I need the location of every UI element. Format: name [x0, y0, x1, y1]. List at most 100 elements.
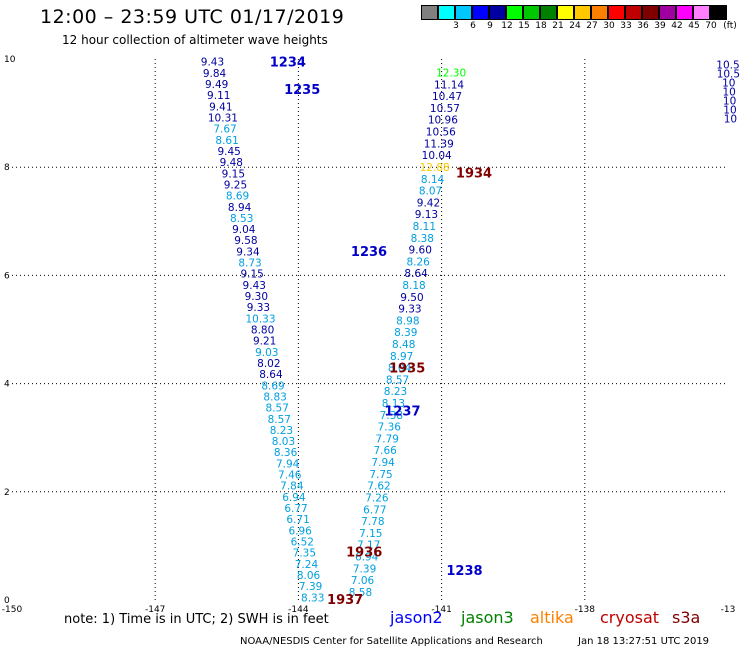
legend-swatch — [489, 5, 506, 20]
wave-height-label: 8.23 — [384, 386, 407, 398]
wave-height-label: 7.78 — [361, 516, 384, 528]
wave-height-label: 8.64 — [259, 369, 283, 381]
y-tick-label: 2 — [4, 488, 10, 498]
wave-height-label: 9.30 — [245, 291, 268, 303]
wave-height-label: 7.35 — [293, 548, 316, 560]
y-tick-label: 6 — [4, 271, 10, 281]
satellite-name: s3a — [672, 608, 701, 627]
legend-swatch — [642, 5, 659, 20]
wave-height-label: 8.61 — [215, 135, 238, 147]
wave-height-label: 9.33 — [398, 304, 421, 316]
legend-swatch — [455, 5, 472, 20]
wave-height-label: 10.56 — [426, 127, 456, 139]
wave-height-label: 8.57 — [386, 374, 409, 386]
wave-height-label: 8.53 — [230, 213, 253, 225]
legend-swatch — [540, 5, 557, 20]
wave-height-label: 12.88 — [420, 162, 450, 174]
wave-height-label: 7.17 — [357, 540, 380, 552]
wave-height-label: 8.69 — [226, 191, 249, 203]
wave-height-label: 10.04 — [422, 150, 452, 162]
wave-height-label: 6.77 — [363, 504, 386, 516]
wave-height-label: 8.64 — [404, 268, 428, 280]
legend-label: 70 — [705, 21, 717, 31]
legend-swatch — [574, 5, 591, 20]
wave-height-label: 9.21 — [253, 336, 276, 348]
pass-time-label: 1935 — [389, 361, 425, 376]
legend-swatch — [659, 5, 676, 20]
x-tick-label: -141 — [431, 605, 451, 615]
wave-height-label: 9.58 — [234, 235, 257, 247]
wave-height-label: 7.75 — [369, 469, 392, 481]
wave-height-label: 8.39 — [394, 327, 417, 339]
legend-label: 39 — [654, 21, 666, 31]
wave-height-label: 8.73 — [238, 258, 261, 270]
legend-label: 27 — [586, 21, 598, 31]
wave-height-label: 7.39 — [353, 563, 376, 575]
wave-height-label: 7.36 — [378, 422, 402, 434]
wave-height-label: 9.43 — [201, 57, 224, 69]
wave-height-label: 8.80 — [251, 325, 274, 337]
wave-height-label: 7.84 — [280, 481, 304, 493]
wave-height-label: 10.5 — [717, 68, 740, 80]
wave-height-label: 9.04 — [232, 224, 256, 236]
legend-swatch — [693, 5, 710, 20]
wave-height-label: 10 — [723, 95, 736, 107]
wave-height-label: 9.13 — [415, 209, 438, 221]
wave-height-label: 9.50 — [400, 292, 423, 304]
wave-height-label: 8.94 — [228, 202, 252, 214]
legend-label: 6 — [470, 21, 476, 31]
wave-height-label: 10 — [722, 77, 735, 89]
wave-height-label: 9.25 — [224, 179, 247, 191]
wave-height-label: 7.26 — [365, 492, 389, 504]
wave-height-label: 8.14 — [421, 174, 445, 186]
wave-height-label: 8.69 — [261, 380, 284, 392]
pass-time-label: 1236 — [351, 245, 387, 260]
footer-note: note: 1) Time is in UTC; 2) SWH is in fe… — [64, 612, 329, 627]
wave-height-label: 8.13 — [382, 398, 405, 410]
legend-swatch — [608, 5, 625, 20]
wave-height-label: 10 — [724, 114, 737, 126]
wave-height-label: 8.83 — [263, 391, 286, 403]
wave-height-label: 8.57 — [268, 414, 291, 426]
wave-height-label: 10 — [723, 104, 736, 116]
legend-label: 36 — [637, 21, 649, 31]
wave-height-label: 9.41 — [209, 101, 232, 113]
legend-label: 15 — [518, 21, 530, 31]
legend-label: 18 — [535, 21, 547, 31]
wave-height-label: 10.96 — [428, 115, 458, 127]
wave-height-label: 7.67 — [213, 124, 236, 136]
wave-height-label: 8.48 — [392, 339, 415, 351]
wave-height-label: 11.39 — [424, 138, 454, 150]
legend-swatch — [625, 5, 642, 20]
wave-height-label: 9.60 — [409, 245, 432, 257]
legend-label: 42 — [671, 21, 683, 31]
pass-time-label: 1237 — [384, 405, 420, 420]
satellite-name: jason3 — [461, 608, 514, 627]
satellite-name: jason2 — [390, 608, 443, 627]
wave-height-label: 10.33 — [245, 313, 275, 325]
wave-height-label: 9.15 — [222, 168, 245, 180]
credit-text: NOAA/NESDIS Center for Satellite Applica… — [240, 636, 543, 647]
legend-swatch — [438, 5, 455, 20]
wave-height-label: 7.06 — [351, 575, 375, 587]
wave-height-label: 7.79 — [376, 433, 399, 445]
wave-height-label: 8.38 — [411, 233, 434, 245]
wave-height-label: 10.47 — [432, 91, 462, 103]
wave-height-label: 8.57 — [266, 403, 289, 415]
pass-time-label: 1234 — [270, 56, 306, 71]
legend-label: 24 — [569, 21, 581, 31]
x-tick-label: -147 — [145, 605, 165, 615]
wave-height-label: 6.52 — [291, 537, 314, 549]
pass-time-label: 1937 — [327, 593, 363, 608]
wave-height-label: 6.71 — [286, 514, 309, 526]
wave-height-label: 8.06 — [297, 570, 321, 582]
legend-swatch — [506, 5, 523, 20]
pass-time-label: 1238 — [446, 564, 482, 579]
wave-height-label: 8.33 — [301, 592, 324, 604]
x-tick-label: -138 — [575, 605, 596, 615]
wave-height-label: 6.94 — [282, 492, 306, 504]
wave-height-label: 9.34 — [236, 246, 260, 258]
legend-swatch — [710, 5, 727, 20]
wave-height-label: 9.45 — [217, 146, 240, 158]
